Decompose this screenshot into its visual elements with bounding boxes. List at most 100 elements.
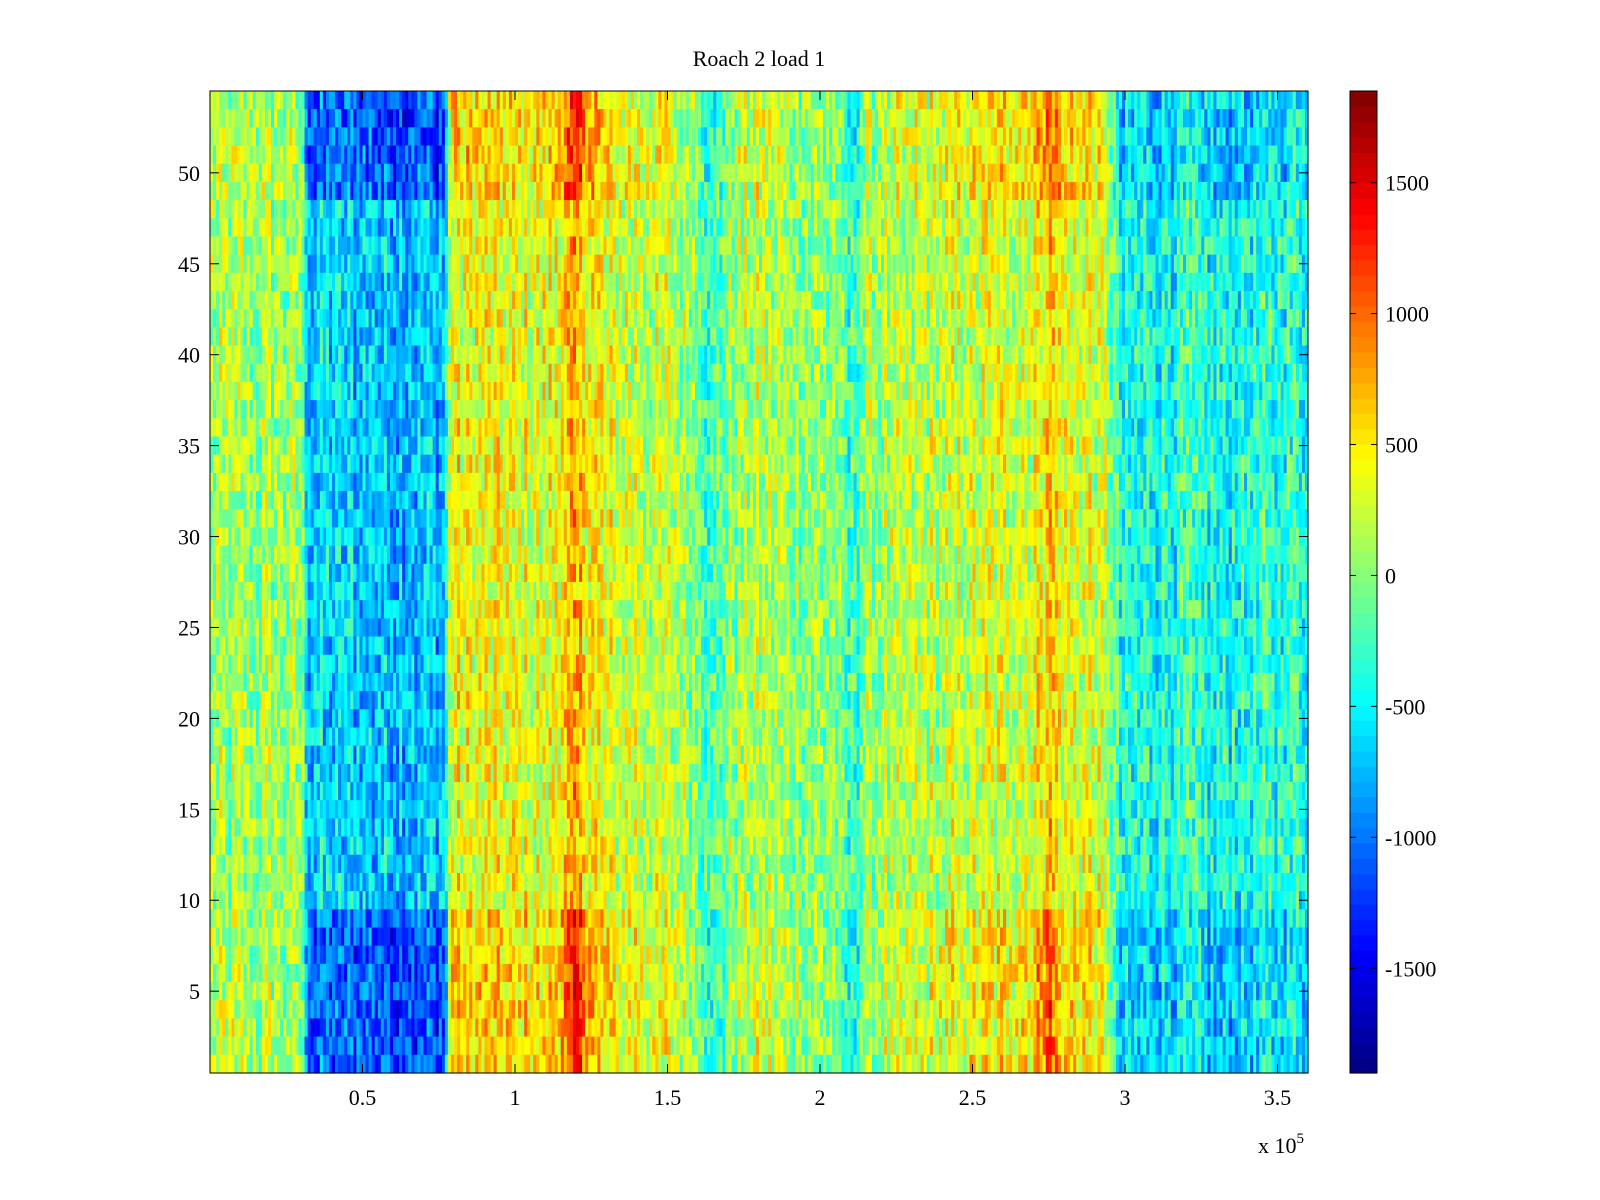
heatmap-cell — [621, 145, 626, 165]
heatmap-cell — [399, 145, 403, 165]
heatmap-cell — [377, 109, 382, 128]
heatmap-cell — [1070, 109, 1074, 128]
heatmap-cell — [810, 127, 815, 147]
heatmap-cell — [582, 109, 586, 128]
heatmap-cell — [225, 145, 229, 165]
heatmap-cell — [1112, 145, 1117, 165]
heatmap-cell — [676, 91, 681, 110]
heatmap-cell — [1021, 109, 1025, 128]
heatmap-cell — [591, 127, 595, 147]
heatmap-cell — [1015, 127, 1019, 147]
heatmap-cell — [877, 127, 882, 147]
heatmap-cell — [865, 145, 870, 165]
heatmap-cell — [332, 145, 336, 165]
heatmap-cell — [1304, 91, 1309, 110]
heatmap-cell — [606, 91, 611, 110]
heatmap-cell — [899, 127, 903, 147]
heatmap-cell — [1222, 109, 1227, 128]
heatmap-cell — [716, 145, 720, 165]
heatmap-cell — [325, 127, 330, 147]
heatmap-cell — [896, 91, 900, 110]
heatmap-cell — [383, 91, 388, 110]
heatmap-cell — [755, 127, 760, 147]
heatmap-cell — [463, 127, 467, 147]
heatmap-cell — [417, 145, 422, 165]
heatmap-cell — [444, 109, 449, 128]
heatmap-cell — [646, 127, 650, 147]
heatmap-cell — [884, 91, 888, 110]
heatmap-cell — [1088, 127, 1093, 147]
heatmap-cell — [643, 109, 647, 128]
heatmap-cell — [228, 109, 232, 128]
heatmap-cell — [332, 109, 336, 128]
heatmap-cell — [972, 91, 977, 110]
heatmap-cell — [1274, 127, 1279, 147]
heatmap-cell — [1103, 145, 1108, 165]
heatmap-cell — [426, 109, 431, 128]
heatmap-cell — [752, 145, 757, 165]
heatmap-cell — [588, 145, 592, 165]
heatmap-cell — [527, 145, 531, 165]
heatmap-cell — [417, 109, 422, 128]
heatmap-cell — [429, 109, 434, 128]
heatmap-cell — [411, 109, 415, 128]
heatmap-cell — [612, 127, 617, 147]
heatmap-cell — [673, 145, 678, 165]
heatmap-cell — [603, 91, 608, 110]
heatmap-cell — [313, 109, 318, 128]
heatmap-cell — [481, 145, 486, 165]
heatmap-cell — [1021, 91, 1025, 110]
heatmap-cell — [844, 109, 849, 128]
heatmap-cell — [563, 109, 568, 128]
heatmap-cell — [1164, 91, 1169, 110]
heatmap-cell — [804, 145, 809, 165]
heatmap-cell — [728, 91, 733, 110]
heatmap-cell — [493, 91, 498, 110]
heatmap-cell — [304, 145, 309, 165]
heatmap-cell — [1006, 109, 1010, 128]
heatmap-cell — [1115, 127, 1120, 147]
heatmap-cell — [1131, 91, 1135, 110]
heatmap-cell — [691, 109, 696, 128]
heatmap-cell — [1234, 91, 1239, 110]
heatmap-cell — [1070, 145, 1074, 165]
heatmap-cell — [829, 127, 833, 147]
heatmap-cell — [1143, 127, 1147, 147]
heatmap-cell — [820, 109, 824, 128]
heatmap-cell — [679, 109, 684, 128]
heatmap-cell — [1280, 91, 1285, 110]
heatmap-cell — [1057, 91, 1062, 110]
heatmap-cell — [325, 145, 330, 165]
heatmap-cell — [1128, 145, 1132, 165]
heatmap-cell — [646, 145, 650, 165]
heatmap-cell — [572, 127, 577, 147]
heatmap-cell — [865, 127, 870, 147]
heatmap-cell — [1146, 109, 1150, 128]
heatmap-cell — [853, 91, 858, 110]
heatmap-cell — [1271, 127, 1276, 147]
heatmap-cell — [621, 109, 626, 128]
heatmap-cell — [929, 127, 934, 147]
heatmap-cell — [249, 127, 254, 147]
heatmap-cell — [554, 91, 559, 110]
heatmap-cell — [210, 145, 214, 165]
heatmap-cell — [722, 127, 727, 147]
heatmap-cell — [1155, 109, 1160, 128]
heatmap-cell — [246, 91, 251, 110]
heatmap-cell — [911, 109, 916, 128]
heatmap-cell — [801, 145, 806, 165]
heatmap-cell — [1271, 91, 1276, 110]
heatmap-cell — [1262, 91, 1266, 110]
heatmap-cell — [1161, 127, 1166, 147]
heatmap-cell — [402, 127, 406, 147]
heatmap-cell — [515, 109, 519, 128]
heatmap-cell — [539, 91, 544, 110]
heatmap-cell — [475, 109, 479, 128]
heatmap-cell — [1256, 91, 1260, 110]
heatmap-cell — [219, 127, 223, 147]
heatmap-cell — [1207, 127, 1211, 147]
heatmap-cell — [1121, 91, 1126, 110]
heatmap-cell — [1045, 109, 1050, 128]
heatmap-cell — [1155, 127, 1160, 147]
heatmap-cell — [539, 145, 544, 165]
